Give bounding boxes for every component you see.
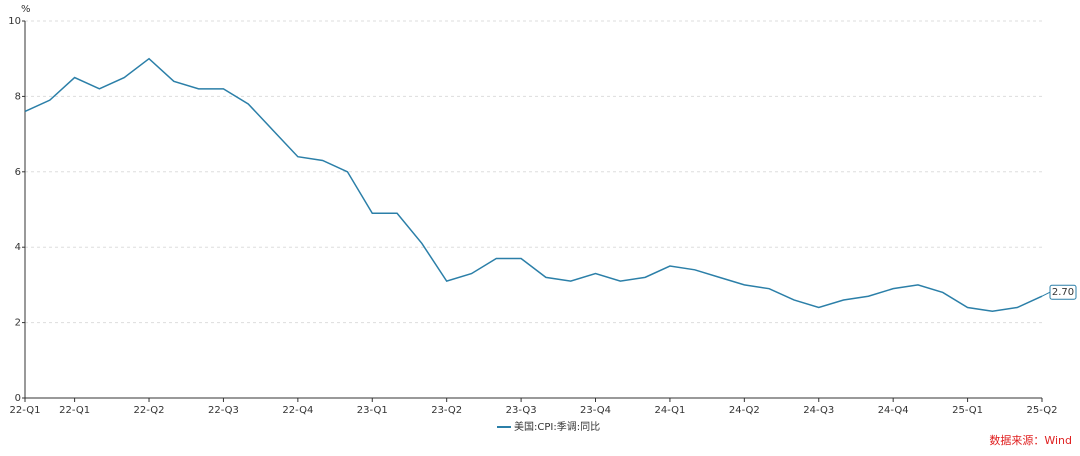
value-label: 2.70 [1052,287,1074,298]
y-unit: % [21,4,31,15]
x-tick-label: 23-Q2 [431,405,462,416]
legend-label: 美国:CPI:季调:同比 [514,420,600,433]
label-box [1049,284,1077,300]
y-tick-label: 6 [15,167,21,178]
x-tick-label: 22-Q2 [134,405,165,416]
x-tick-label: 23-Q3 [506,405,537,416]
line [24,57,1043,313]
x-tick-label: 24-Q4 [878,405,909,416]
y-tick-label: 4 [15,242,21,253]
y-tick-label: 2 [15,318,21,329]
x-tick-label: 24-Q1 [654,405,685,416]
label-pointer [1041,291,1051,297]
x-tick-label: 24-Q2 [729,405,760,416]
x-tick-label: 23-Q4 [580,405,611,416]
y-tick-label: 0 [15,393,21,404]
x-tick-label: 22-Q1 [10,405,41,416]
y-tick-label: 10 [8,16,21,27]
x-tick-label: 22-Q1 [59,405,90,416]
x-tick-label: 24-Q3 [803,405,834,416]
x-tick-label: 25-Q1 [952,405,983,416]
x-tick-label: 23-Q1 [357,405,388,416]
source: 数据来源：Wind [989,433,1072,447]
x-tick-label: 22-Q4 [282,405,313,416]
x-tick-label: 22-Q3 [208,405,239,416]
x-tick-label: 25-Q2 [1027,405,1058,416]
y-tick-label: 8 [15,91,21,102]
